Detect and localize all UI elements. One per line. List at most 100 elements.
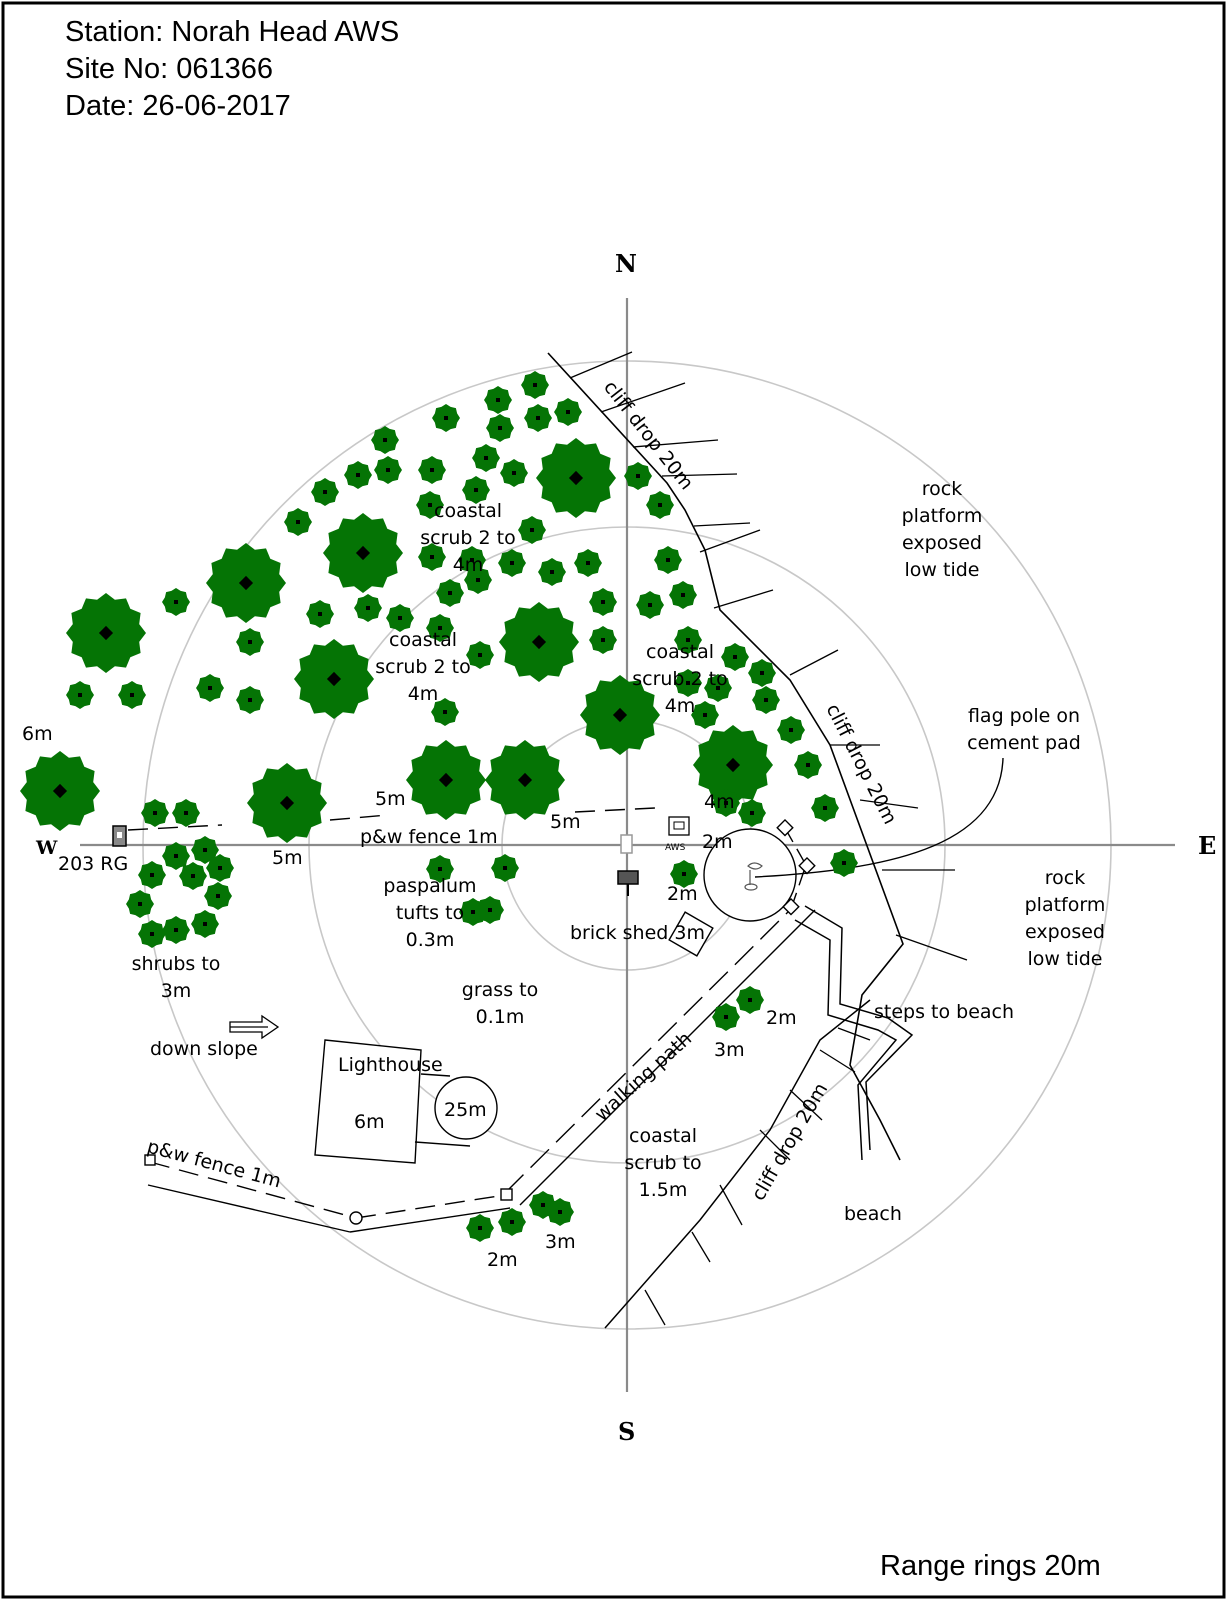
tree-center-marker xyxy=(430,468,434,472)
tree-center-marker xyxy=(686,681,690,685)
tree-center-marker xyxy=(512,471,516,475)
steps-to-beach-label: steps to beach xyxy=(874,1001,1014,1023)
tree-center-marker xyxy=(470,558,474,562)
tree-center-marker xyxy=(78,693,82,697)
tree-center-marker xyxy=(476,578,480,582)
tree-center-marker xyxy=(760,671,764,675)
tree-center-marker xyxy=(586,561,590,565)
coastal-scrub-south-label: coastal scrub to 1.5m xyxy=(624,1125,701,1201)
tree-center-marker xyxy=(428,503,432,507)
tree-center-marker xyxy=(703,713,707,717)
compass-south: S xyxy=(618,1417,635,1446)
lower-cliff-hatches xyxy=(644,1027,871,1326)
tree-center-marker xyxy=(444,416,448,420)
vegetation xyxy=(20,371,858,1242)
tree-center-marker xyxy=(636,474,640,478)
tower-height-label: 25m xyxy=(444,1099,487,1121)
tree-center-marker xyxy=(510,1220,514,1224)
tree-center-marker xyxy=(612,707,628,723)
label-line: 1.5m xyxy=(639,1179,688,1201)
label-line: rock xyxy=(922,478,962,500)
label-line: low tide xyxy=(905,559,980,581)
tree-center-marker xyxy=(686,638,690,642)
lighthouse-shape xyxy=(314,1039,422,1164)
down-slope-label: down slope xyxy=(150,1038,258,1060)
tree-center-marker xyxy=(130,693,134,697)
tree-center-marker xyxy=(666,558,670,562)
grass-label: grass to 0.1m xyxy=(462,979,538,1028)
height-label-2m-se: 2m xyxy=(766,1007,797,1029)
tree-center-marker xyxy=(443,710,447,714)
height-label-5m-a: 5m xyxy=(375,788,406,810)
label-line: shrubs to xyxy=(132,953,221,975)
pw-fence-north-label: p&w fence 1m xyxy=(360,826,498,848)
tree-center-marker xyxy=(648,603,652,607)
tree-center-marker xyxy=(430,555,434,559)
label-line: 4m xyxy=(453,554,484,576)
instruments xyxy=(112,816,690,896)
tree-center-marker xyxy=(366,606,370,610)
label-line: exposed xyxy=(902,532,982,554)
range-rings-note: Range rings 20m xyxy=(880,1550,1101,1582)
tree-center-marker xyxy=(568,470,584,486)
tree-center-marker xyxy=(248,698,252,702)
tree-center-marker xyxy=(279,795,295,811)
lower-cliff-line xyxy=(604,999,871,1329)
tree-center-marker xyxy=(750,811,754,815)
label-line: tufts to xyxy=(396,902,464,924)
tree-center-marker xyxy=(153,811,157,815)
label-line: coastal xyxy=(646,641,714,663)
tree-center-marker xyxy=(531,634,547,650)
label-line: exposed xyxy=(1025,921,1105,943)
tree-center-marker xyxy=(842,861,846,865)
height-label-5m-b: 5m xyxy=(550,811,581,833)
tree-center-marker xyxy=(52,783,68,799)
tree-center-marker xyxy=(658,503,662,507)
label-line: 0.3m xyxy=(406,929,455,951)
tree-center-marker xyxy=(238,575,254,591)
tree-center-marker xyxy=(725,757,741,773)
pw-fence-south xyxy=(144,1154,513,1233)
tree-center-marker xyxy=(184,811,188,815)
tree-center-marker xyxy=(203,922,207,926)
height-label-2m-aws: 2m xyxy=(702,831,733,853)
tree-center-marker xyxy=(398,616,402,620)
steps-to-beach-path xyxy=(794,905,914,1161)
tree-center-marker xyxy=(789,728,793,732)
tree-center-marker xyxy=(203,848,207,852)
tree-center-marker xyxy=(517,772,533,788)
flag-pole-icon xyxy=(744,862,763,891)
tree-center-marker xyxy=(174,854,178,858)
tree-center-marker xyxy=(601,638,605,642)
beach-label: beach xyxy=(844,1203,902,1225)
tree-center-marker xyxy=(724,801,728,805)
tree-center-marker xyxy=(383,438,387,442)
height-label-3m-s: 3m xyxy=(545,1231,576,1253)
tree-center-marker xyxy=(138,902,142,906)
cliff-edge-line xyxy=(547,352,904,1161)
tree-center-marker xyxy=(174,928,178,932)
tree-center-marker xyxy=(438,867,442,871)
height-label-6m-west: 6m xyxy=(22,723,53,745)
tree-center-marker xyxy=(386,468,390,472)
tree-center-marker xyxy=(471,910,475,914)
compass-north: N xyxy=(615,249,637,278)
tree-center-marker xyxy=(503,866,507,870)
tree-center-marker xyxy=(724,1015,728,1019)
tree-center-marker xyxy=(438,772,454,788)
flag-pole-leader-line xyxy=(754,757,1004,878)
survey-date: Date: 26-06-2017 xyxy=(65,90,291,122)
site-number: Site No: 061366 xyxy=(65,53,273,85)
walking-path xyxy=(504,904,816,1206)
equipment-box-icon xyxy=(617,870,639,885)
tree-center-marker xyxy=(174,600,178,604)
label-line: flag pole on xyxy=(968,705,1080,727)
tree-center-marker xyxy=(326,671,342,687)
coastal-scrub-mid-label: coastal scrub 2 to 4m xyxy=(375,629,471,705)
tree-center-marker xyxy=(510,561,514,565)
shrubs-label: shrubs to 3m xyxy=(132,953,221,1002)
tree-center-marker xyxy=(536,416,540,420)
label-line: 4m xyxy=(665,695,696,717)
